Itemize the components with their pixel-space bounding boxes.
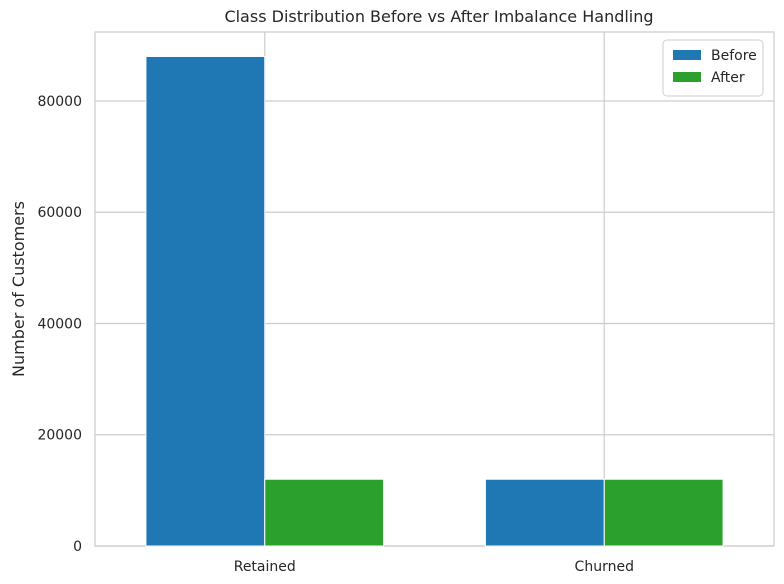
- x-tick-label: Retained: [234, 559, 296, 575]
- legend-swatch-after: [673, 72, 701, 82]
- bar-before-churned: [484, 478, 605, 547]
- plot-frame: [94, 31, 775, 547]
- y-tick-label: 0: [73, 539, 82, 555]
- y-tick-label: 20000: [37, 428, 82, 444]
- y-tick-label: 80000: [37, 94, 82, 110]
- y-tick-label: 40000: [37, 316, 82, 332]
- x-tick-label: Churned: [575, 559, 634, 575]
- legend: Before After: [662, 39, 764, 97]
- bar-after-retained: [264, 478, 385, 547]
- ticks: 0 20000 40000 60000 80000 Retained Churned: [37, 94, 634, 575]
- y-tick-label: 60000: [37, 205, 82, 221]
- legend-label-after: After: [711, 70, 745, 86]
- y-axis-label: Number of Customers: [9, 201, 28, 377]
- chart-title: Class Distribution Before vs After Imbal…: [224, 7, 653, 26]
- bars: [145, 55, 724, 547]
- bar-after-churned: [603, 478, 724, 547]
- legend-swatch-before: [673, 50, 701, 60]
- legend-label-before: Before: [711, 48, 757, 64]
- bar-before-retained: [145, 55, 266, 547]
